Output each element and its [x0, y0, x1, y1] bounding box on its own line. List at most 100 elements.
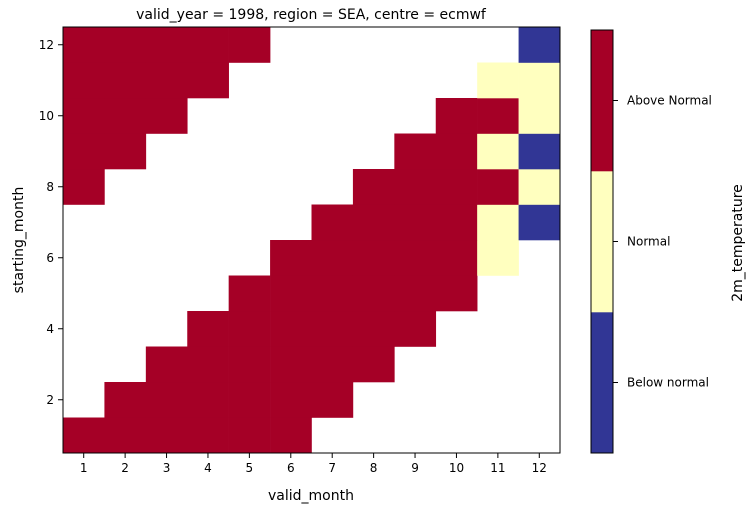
heatmap-cell [352, 240, 395, 276]
heatmap-cell [394, 169, 437, 205]
x-tick-label: 6 [287, 461, 295, 475]
heatmap-cell [477, 62, 519, 99]
heatmap-cell [270, 311, 312, 347]
x-tick-label: 5 [246, 461, 254, 475]
heatmap-cell [435, 240, 478, 276]
heatmap-cell [145, 417, 188, 454]
plot-frame [62, 26, 561, 454]
heatmap-cell [63, 98, 105, 134]
x-axis-label: valid_month [268, 488, 354, 504]
heatmap-cell [435, 169, 478, 205]
heatmap-cell [63, 62, 105, 99]
heatmap-cell [394, 133, 437, 170]
heatmap-cell [311, 240, 354, 276]
heatmap-cell [187, 27, 229, 63]
heatmap-cell [63, 27, 105, 63]
heatmap-cell [518, 27, 561, 63]
heatmap-cell [145, 346, 188, 383]
heatmap-cell [63, 133, 105, 170]
x-tick-label: 11 [490, 461, 505, 475]
heatmap-cell [394, 204, 437, 241]
heatmap-cell [270, 417, 312, 454]
colorbar-segment [591, 30, 613, 172]
y-tick-label: 6 [46, 251, 54, 265]
heatmap-cell [477, 240, 519, 276]
heatmap-cell [394, 240, 437, 276]
heatmap-cell [228, 275, 271, 312]
heatmap-cell [352, 204, 395, 241]
heatmap-cell [352, 169, 395, 205]
heatmap-cell [477, 133, 519, 170]
heatmap-cell [270, 240, 312, 276]
x-tick-label: 12 [532, 461, 547, 475]
heatmap-cell [104, 98, 147, 134]
heatmap-cell [394, 275, 437, 312]
heatmap-cell [104, 133, 147, 170]
heatmap-cell [311, 346, 354, 383]
x-tick-label: 7 [328, 461, 336, 475]
x-tick-label: 1 [80, 461, 88, 475]
heatmap-cell [477, 204, 519, 241]
heatmap-cell [477, 98, 519, 134]
heatmap-cell [145, 27, 188, 63]
colorbar-segment [591, 312, 613, 454]
heatmap-cell [187, 346, 229, 383]
heatmap-cell [63, 169, 105, 205]
heatmap-cell [104, 417, 147, 454]
x-tick-label: 4 [204, 461, 212, 475]
heatmap-cell [435, 133, 478, 170]
heatmap-cell [104, 27, 147, 63]
chart-title: valid_year = 1998, region = SEA, centre … [136, 7, 487, 23]
colorbar [591, 30, 613, 454]
colorbar-segment [591, 171, 613, 313]
heatmap-cell [352, 346, 395, 383]
y-tick-label: 10 [39, 109, 54, 123]
heatmap-cell [187, 311, 229, 347]
heatmap-cell [228, 382, 271, 418]
heatmap-cell [187, 382, 229, 418]
heatmap-cell [518, 204, 561, 241]
heatmap-cell [352, 275, 395, 312]
heatmap-cell [270, 275, 312, 312]
y-tick-label: 12 [39, 38, 54, 52]
heatmap-cell [145, 98, 188, 134]
heatmap-cell [518, 98, 561, 134]
heatmap-cell [518, 169, 561, 205]
x-axis-ticks: 1 2 3 4 5 6 7 8 9 10 11 12 [80, 453, 547, 475]
heatmap-cell [187, 417, 229, 454]
colorbar-tick-label: Above Normal [627, 94, 712, 108]
heatmap-cell [311, 311, 354, 347]
x-tick-label: 8 [370, 461, 378, 475]
heatmap-cell [228, 346, 271, 383]
heatmap-cell [311, 382, 354, 418]
x-tick-label: 9 [411, 461, 419, 475]
y-axis-label: starting_month [11, 187, 27, 294]
heatmap-cell [228, 27, 271, 63]
x-tick-label: 3 [163, 461, 171, 475]
heatmap-cell [477, 169, 519, 205]
heatmap-cell [394, 311, 437, 347]
heatmap-cell [311, 204, 354, 241]
heatmap-cell [63, 417, 105, 454]
colorbar-label: 2m_temperature [730, 184, 746, 302]
x-tick-label: 2 [121, 461, 129, 475]
y-tick-label: 4 [46, 322, 54, 336]
heatmap-cells [63, 27, 561, 454]
heatmap-cell [518, 133, 561, 170]
heatmap-cell [145, 382, 188, 418]
heatmap-cell [270, 346, 312, 383]
heatmap-cell [145, 62, 188, 99]
heatmap-cell [311, 275, 354, 312]
heatmap-cell [104, 62, 147, 99]
heatmap-cell [228, 417, 271, 454]
colorbar-ticks: Below normal Normal Above Normal [613, 94, 712, 390]
heatmap-cell [435, 275, 478, 312]
colorbar-tick-label: Below normal [627, 376, 709, 390]
heatmap-cell [187, 62, 229, 99]
heatmap-cell [518, 62, 561, 99]
heatmap-cell [228, 311, 271, 347]
heatmap-cell [435, 98, 478, 134]
x-tick-label: 10 [449, 461, 464, 475]
y-axis-ticks: 2 4 6 8 10 12 [39, 38, 63, 407]
